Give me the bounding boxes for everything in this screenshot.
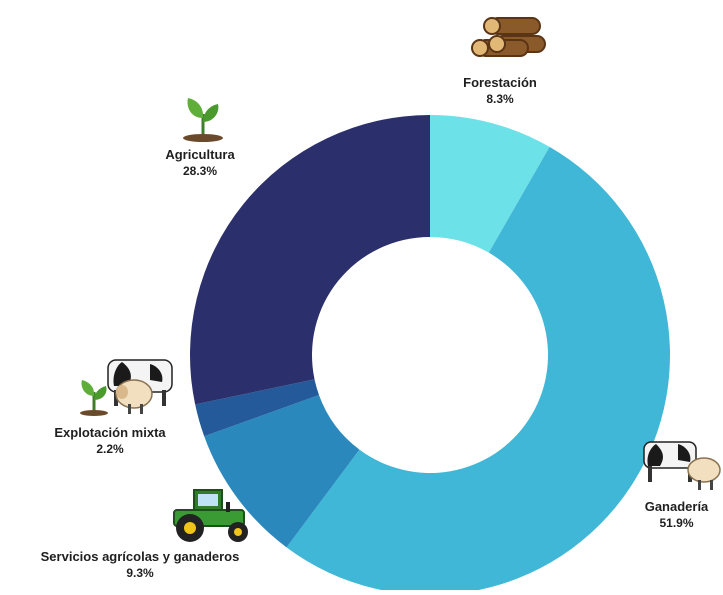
donut-slice-1 bbox=[286, 146, 670, 595]
donut-slice-2 bbox=[204, 394, 360, 548]
slice-label-forestacion: Forestación 8.3% bbox=[440, 74, 560, 108]
slice-label-agricultura: Agricultura 28.3% bbox=[140, 146, 260, 180]
slice-percentage: 51.9% bbox=[659, 516, 694, 530]
slice-label-servicios: Servicios agrícolas y ganaderos 9.3% bbox=[0, 548, 280, 582]
donut-slice-0 bbox=[430, 115, 550, 253]
slice-name: Servicios agrícolas y ganaderos bbox=[40, 549, 240, 564]
donut-slice-3 bbox=[195, 379, 319, 437]
slice-name: Agricultura bbox=[165, 147, 235, 162]
sprout-cow-sheep-icon bbox=[78, 352, 182, 423]
slice-percentage: 28.3% bbox=[182, 164, 218, 178]
donut-slice-4 bbox=[190, 115, 430, 405]
slice-label-ganaderia: Ganadería 51.9% bbox=[630, 498, 723, 532]
slice-name: Forestación bbox=[463, 75, 537, 90]
sprout-icon bbox=[178, 92, 228, 147]
slice-name: Ganadería bbox=[644, 499, 709, 514]
slice-percentage: 2.2% bbox=[96, 442, 124, 456]
slice-percentage: 9.3% bbox=[126, 566, 154, 580]
logs-icon bbox=[470, 10, 550, 75]
slice-name: Explotación mixta bbox=[54, 425, 166, 440]
cow-sheep-icon bbox=[636, 436, 723, 497]
tractor-icon bbox=[164, 482, 260, 549]
slice-label-explotacion-mixta: Explotación mixta 2.2% bbox=[30, 424, 190, 458]
slice-percentage: 8.3% bbox=[486, 92, 514, 106]
